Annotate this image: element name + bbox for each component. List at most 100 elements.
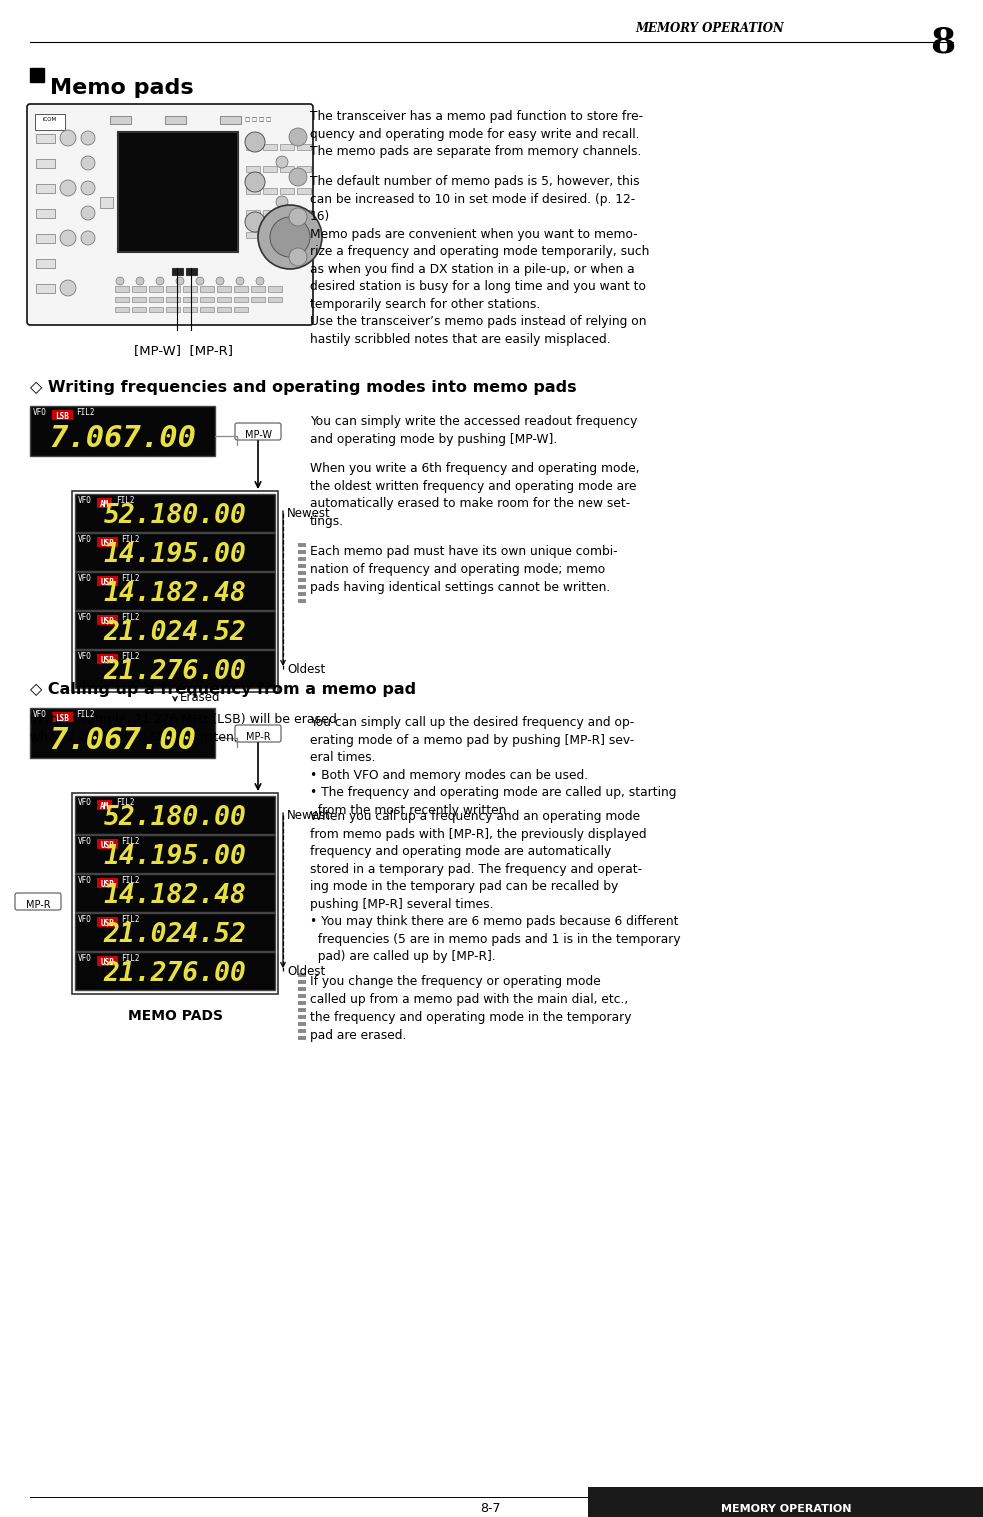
FancyBboxPatch shape <box>96 498 112 508</box>
FancyBboxPatch shape <box>166 306 180 313</box>
FancyBboxPatch shape <box>280 188 294 194</box>
FancyBboxPatch shape <box>35 284 54 293</box>
Text: MP-R: MP-R <box>246 733 270 742</box>
FancyBboxPatch shape <box>246 144 260 150</box>
FancyBboxPatch shape <box>30 68 44 82</box>
FancyBboxPatch shape <box>132 306 146 313</box>
FancyBboxPatch shape <box>132 297 146 302</box>
FancyBboxPatch shape <box>96 878 118 889</box>
Text: The default number of memo pads is 5, however, this
can be increased to 10 in se: The default number of memo pads is 5, ho… <box>310 174 650 311</box>
Text: USB: USB <box>100 655 114 664</box>
FancyBboxPatch shape <box>234 297 249 302</box>
FancyBboxPatch shape <box>297 188 312 194</box>
Text: The transceiver has a memo pad function to store fre-
quency and operating mode : The transceiver has a memo pad function … <box>310 111 643 158</box>
FancyBboxPatch shape <box>246 232 260 238</box>
FancyBboxPatch shape <box>27 105 313 325</box>
FancyBboxPatch shape <box>216 297 231 302</box>
Text: MP-R: MP-R <box>26 900 50 910</box>
FancyBboxPatch shape <box>200 306 214 313</box>
Text: When you call up a frequency and an operating mode
from memo pads with [MP-R], t: When you call up a frequency and an oper… <box>310 810 680 963</box>
FancyBboxPatch shape <box>246 165 260 173</box>
FancyBboxPatch shape <box>75 611 275 649</box>
FancyBboxPatch shape <box>280 232 294 238</box>
Circle shape <box>60 231 76 246</box>
FancyBboxPatch shape <box>75 953 275 991</box>
FancyBboxPatch shape <box>251 285 265 293</box>
Text: FIL2: FIL2 <box>122 915 140 924</box>
FancyBboxPatch shape <box>200 285 214 293</box>
Text: If you change the frequency or operating mode
called up from a memo pad with the: If you change the frequency or operating… <box>310 975 631 1042</box>
FancyBboxPatch shape <box>166 285 180 293</box>
Text: AM: AM <box>100 501 109 510</box>
FancyBboxPatch shape <box>75 834 275 872</box>
Text: 21.276.00: 21.276.00 <box>103 658 247 686</box>
FancyBboxPatch shape <box>132 285 146 293</box>
FancyBboxPatch shape <box>35 114 65 130</box>
Text: When you write a 6th frequency and operating mode,
the oldest written frequency : When you write a 6th frequency and opera… <box>310 463 640 528</box>
Circle shape <box>176 278 184 285</box>
Circle shape <box>256 278 264 285</box>
Text: Oldest: Oldest <box>287 965 325 977</box>
Circle shape <box>270 217 310 256</box>
Text: FIL2: FIL2 <box>116 496 135 505</box>
Text: □ □ □ □: □ □ □ □ <box>245 117 271 121</box>
Circle shape <box>60 181 76 196</box>
Circle shape <box>245 212 265 232</box>
Text: 21.276.00: 21.276.00 <box>103 960 247 988</box>
Text: 8: 8 <box>930 24 955 59</box>
FancyBboxPatch shape <box>96 799 112 810</box>
Text: Newest: Newest <box>287 809 330 822</box>
Text: Erased: Erased <box>180 690 220 704</box>
Text: FIL2: FIL2 <box>122 613 140 622</box>
Circle shape <box>116 278 124 285</box>
FancyBboxPatch shape <box>35 258 54 267</box>
Text: Use the transceiver’s memo pads instead of relying on
hastily scribbled notes th: Use the transceiver’s memo pads instead … <box>310 316 647 346</box>
Text: You can simply write the accessed readout frequency
and operating mode by pushin: You can simply write the accessed readou… <box>310 416 637 446</box>
FancyBboxPatch shape <box>148 285 163 293</box>
FancyBboxPatch shape <box>35 133 54 143</box>
FancyBboxPatch shape <box>148 306 163 313</box>
FancyBboxPatch shape <box>297 232 312 238</box>
FancyBboxPatch shape <box>96 575 118 586</box>
FancyBboxPatch shape <box>96 956 118 966</box>
FancyBboxPatch shape <box>115 297 130 302</box>
Text: 14.182.48: 14.182.48 <box>103 581 247 607</box>
Text: VFO: VFO <box>78 837 91 846</box>
Circle shape <box>81 130 95 146</box>
FancyBboxPatch shape <box>183 297 198 302</box>
Text: USB: USB <box>100 539 114 548</box>
Text: FIL2: FIL2 <box>122 573 140 583</box>
Text: 14.195.00: 14.195.00 <box>103 843 247 871</box>
Text: VFO: VFO <box>78 915 91 924</box>
Text: VFO: VFO <box>33 408 47 417</box>
FancyBboxPatch shape <box>52 711 73 722</box>
Text: 14.182.48: 14.182.48 <box>103 883 247 909</box>
FancyBboxPatch shape <box>35 208 54 217</box>
Text: MEMO PADS: MEMO PADS <box>128 1009 222 1022</box>
Text: USB: USB <box>100 919 114 928</box>
Text: FIL2: FIL2 <box>77 408 95 417</box>
FancyBboxPatch shape <box>297 144 312 150</box>
Text: FIL2: FIL2 <box>122 652 140 661</box>
Text: VFO: VFO <box>78 496 91 505</box>
FancyBboxPatch shape <box>588 1487 983 1517</box>
Text: AM: AM <box>100 802 109 812</box>
Text: 8-7: 8-7 <box>480 1502 500 1515</box>
Circle shape <box>156 278 164 285</box>
FancyBboxPatch shape <box>99 197 112 208</box>
Circle shape <box>289 168 307 187</box>
Text: VFO: VFO <box>78 954 91 963</box>
Text: VFO: VFO <box>33 710 47 719</box>
Text: Each memo pad must have its own unique combi-
nation of frequency and operating : Each memo pad must have its own unique c… <box>310 545 617 595</box>
Circle shape <box>81 181 95 196</box>
Text: MEMORY OPERATION: MEMORY OPERATION <box>721 1503 851 1514</box>
Text: LSB: LSB <box>55 413 69 422</box>
FancyBboxPatch shape <box>267 285 282 293</box>
Circle shape <box>289 247 307 265</box>
FancyBboxPatch shape <box>75 796 275 834</box>
FancyBboxPatch shape <box>166 297 180 302</box>
Circle shape <box>289 208 307 226</box>
Text: Oldest: Oldest <box>287 663 325 675</box>
Circle shape <box>60 130 76 146</box>
Text: 21.024.52: 21.024.52 <box>103 620 247 646</box>
